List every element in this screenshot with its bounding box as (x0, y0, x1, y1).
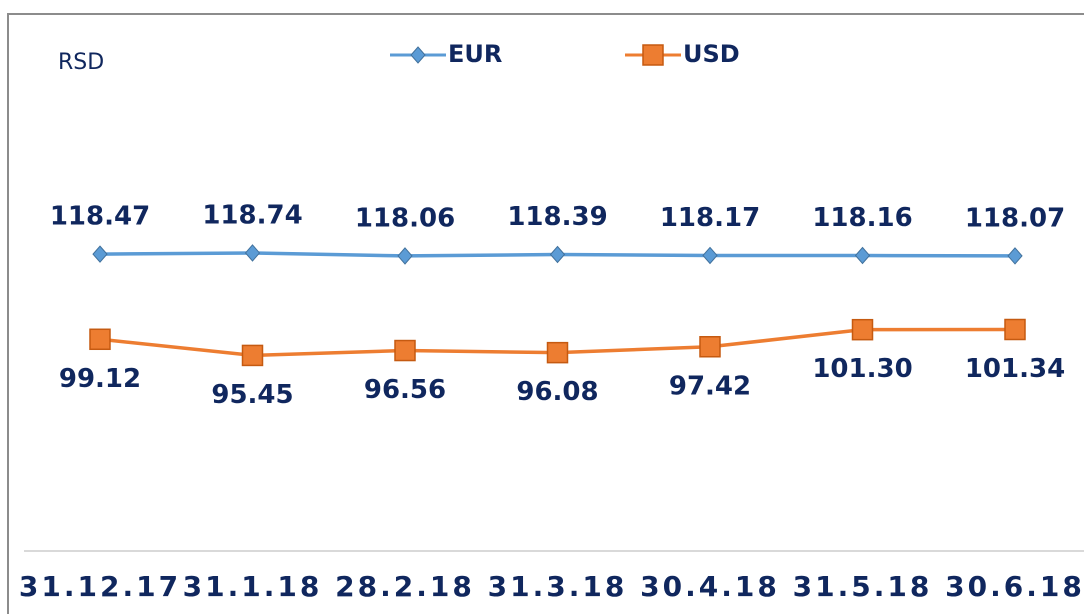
data-point (549, 245, 566, 264)
data-label: 99.12 (59, 364, 141, 394)
data-label: 118.39 (507, 202, 607, 232)
data-label: 101.30 (812, 354, 912, 384)
data-point (699, 336, 721, 358)
data-label: 96.08 (516, 377, 598, 407)
data-point (1007, 247, 1023, 265)
data-label: 101.34 (965, 354, 1065, 384)
x-tick-label: 30.6.18 (945, 570, 1084, 603)
data-point (394, 339, 416, 362)
data-label: 118.47 (50, 202, 150, 232)
x-tick-label: 31.1.18 (183, 570, 323, 603)
data-label: 118.74 (202, 200, 302, 230)
data-point (92, 245, 108, 263)
legend-marker (410, 46, 426, 64)
x-tick-label: 30.4.18 (640, 570, 780, 603)
data-point (702, 246, 718, 265)
data-label: 97.42 (669, 371, 751, 401)
x-tick-label: 31.3.18 (488, 570, 628, 603)
data-point (241, 344, 264, 367)
data-point (244, 244, 261, 262)
x-tick-label: 31.5.18 (793, 570, 933, 603)
data-label: 118.17 (660, 203, 760, 233)
y-axis-label: RSD (58, 50, 104, 75)
frame (7, 13, 1084, 614)
data-label: 96.56 (364, 375, 446, 405)
data-point (397, 247, 413, 265)
legend-label: EUR (448, 40, 502, 68)
data-point (851, 318, 874, 341)
legend-label: USD (683, 40, 740, 68)
data-label: 118.07 (965, 203, 1065, 233)
data-label: 118.06 (355, 203, 455, 233)
x-tick-label: 31.12.17 (19, 570, 181, 603)
data-label: 118.16 (812, 203, 912, 233)
data-point (1004, 318, 1026, 341)
x-tick-label: 28.2.18 (335, 570, 475, 603)
data-label: 95.45 (211, 380, 293, 410)
legend-marker (642, 44, 664, 66)
data-point (854, 246, 871, 265)
data-point (546, 341, 569, 364)
data-point (89, 328, 111, 351)
